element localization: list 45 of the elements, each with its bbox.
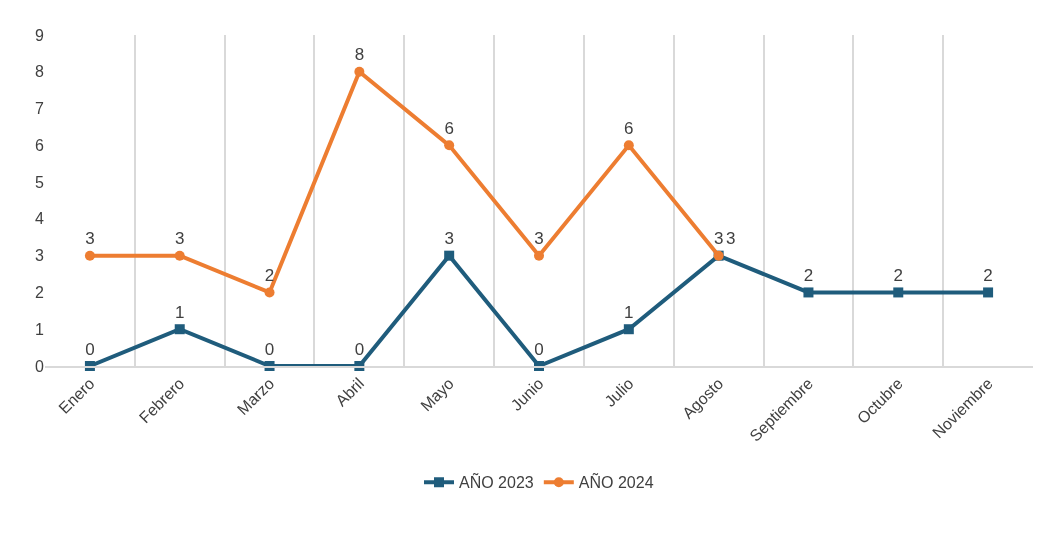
data-label: 6 <box>624 118 634 138</box>
point <box>174 250 185 261</box>
x-tick-label: Julio <box>601 374 637 410</box>
point <box>623 140 634 151</box>
data-label: 0 <box>354 339 365 359</box>
data-label: 0 <box>85 339 95 359</box>
point <box>264 287 275 298</box>
legend-label: AÑO 2024 <box>578 472 654 492</box>
point <box>983 287 994 298</box>
point <box>534 250 544 261</box>
y-tick-label: 7 <box>35 100 45 118</box>
data-label: 2 <box>803 265 814 285</box>
point <box>623 324 634 335</box>
point <box>803 287 814 298</box>
data-label: 3 <box>713 229 724 249</box>
y-tick-label: 2 <box>35 284 45 302</box>
y-tick-label: 1 <box>35 320 45 338</box>
data-label: 3 <box>725 229 736 249</box>
data-label: 3 <box>444 229 454 249</box>
point <box>174 324 185 335</box>
y-tick-label: 0 <box>35 357 45 375</box>
data-label: 8 <box>354 45 365 65</box>
y-tick-label: 5 <box>35 173 45 191</box>
data-label: 2 <box>983 265 993 285</box>
legend-label: AÑO 2023 <box>459 472 534 492</box>
data-label: 2 <box>264 265 275 285</box>
y-tick-label: 9 <box>35 26 45 44</box>
y-tick-label: 8 <box>35 63 45 81</box>
data-label: 2 <box>893 265 903 285</box>
data-label: 3 <box>175 229 185 249</box>
data-label: 1 <box>175 302 185 322</box>
data-label: 6 <box>444 118 454 138</box>
point <box>444 140 455 151</box>
point <box>354 66 365 77</box>
data-label: 3 <box>534 229 544 249</box>
point <box>893 287 904 298</box>
data-label: 0 <box>264 339 275 359</box>
data-label: 1 <box>624 302 634 322</box>
point <box>84 250 95 261</box>
data-label: 3 <box>85 229 95 249</box>
y-tick-label: 6 <box>35 136 45 154</box>
y-tick-label: 3 <box>35 247 45 265</box>
data-label: 0 <box>534 339 544 359</box>
point <box>444 250 455 261</box>
y-tick-label: 4 <box>35 210 45 228</box>
